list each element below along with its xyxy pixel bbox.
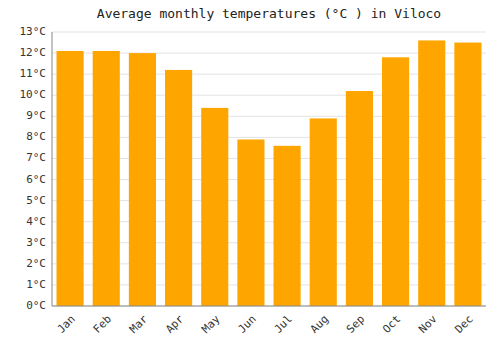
bar xyxy=(418,40,445,306)
bar xyxy=(165,70,192,306)
y-tick-labels: 0°C 1°C 2°C 3°C 4°C 5°C 6°C 7°C 8°C 9°C 10°C 11°C 12… xyxy=(20,25,47,312)
y-tick-label: 3°C xyxy=(26,236,46,249)
x-tick-label: Mar xyxy=(127,312,151,336)
title: Average monthly temperatures (°C ) in Vi… xyxy=(97,6,441,21)
x-axis-line xyxy=(52,306,486,307)
y-tick-label: 7°C xyxy=(26,151,46,164)
bar xyxy=(93,51,120,306)
x-tick-label: Jan xyxy=(55,313,78,336)
bar xyxy=(129,53,156,306)
bar xyxy=(454,43,481,306)
y-tick-label: 10°C xyxy=(20,88,47,101)
y-tick-label: 9°C xyxy=(26,109,46,122)
grid-line xyxy=(52,32,486,33)
bar xyxy=(57,51,84,306)
bar xyxy=(382,57,409,306)
y-tick-label: 13°C xyxy=(20,25,47,38)
y-tick-label: 8°C xyxy=(26,130,46,143)
x-tick-label: Oct xyxy=(380,313,403,336)
bar xyxy=(201,108,228,306)
y-axis-line xyxy=(52,32,53,306)
chart: 0°C 1°C 2°C 3°C 4°C 5°C 6°C 7°C 8°C 9°C 10°C 11°C 12… xyxy=(0,0,500,350)
x-tick-label: Aug xyxy=(308,313,331,336)
grid-line xyxy=(52,306,486,307)
x-tick-label: Jul xyxy=(272,313,295,336)
y-tick-label: 5°C xyxy=(26,194,46,207)
y-tick-label: 0°C xyxy=(26,299,46,312)
y-tick-label: 12°C xyxy=(20,46,47,59)
y-tick-label: 11°C xyxy=(20,67,47,80)
bar xyxy=(274,146,301,306)
x-tick-label: Nov xyxy=(416,312,440,336)
x-tick-label: Sep xyxy=(344,313,367,336)
bar xyxy=(237,139,264,306)
grid xyxy=(52,32,486,306)
x-tick-labels: Jan Feb Mar Apr May Jun Jul Aug Sep Oct Nov Dec xyxy=(55,312,476,336)
bar xyxy=(310,118,337,306)
bar xyxy=(346,91,373,306)
x-tick-label: May xyxy=(199,312,223,336)
bars xyxy=(57,40,482,306)
y-tick-label: 6°C xyxy=(26,173,46,186)
x-tick-label: Dec xyxy=(452,313,475,336)
x-tick-label: Feb xyxy=(91,313,114,336)
y-tick-label: 1°C xyxy=(26,278,46,291)
x-tick-label: Apr xyxy=(163,312,187,336)
y-tick-label: 2°C xyxy=(26,257,46,270)
x-tick-label: Jun xyxy=(235,313,258,336)
y-tick-label: 4°C xyxy=(26,215,46,228)
